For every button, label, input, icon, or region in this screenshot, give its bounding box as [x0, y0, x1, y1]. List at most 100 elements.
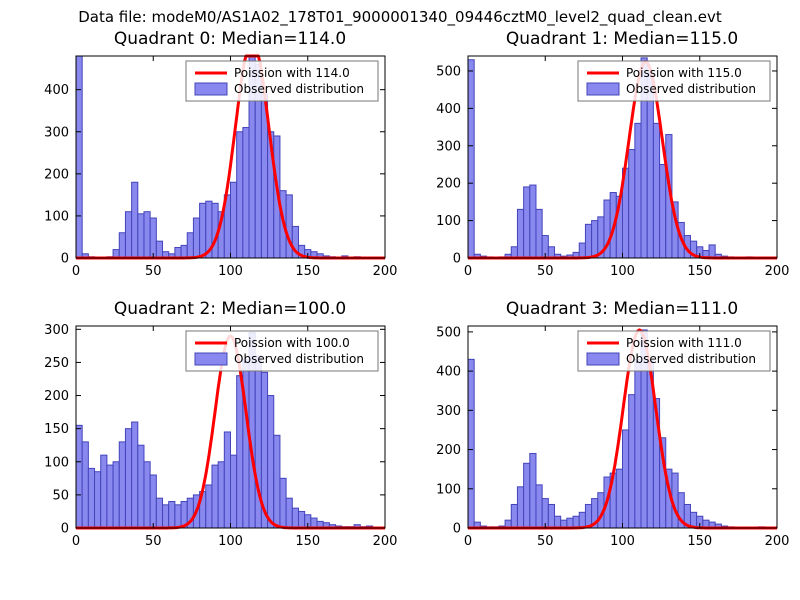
- histogram-bar: [591, 220, 599, 259]
- histogram-bar: [578, 511, 586, 529]
- y-tick-label: 200: [44, 389, 69, 404]
- histogram-bar: [628, 149, 636, 259]
- histogram-bar: [174, 504, 182, 529]
- histogram-bar: [267, 395, 275, 529]
- histogram-bar: [230, 454, 238, 529]
- histogram-bar: [279, 477, 287, 529]
- legend-label-curve: Poission with 115.0: [626, 66, 742, 80]
- histogram-bar: [168, 501, 176, 529]
- histogram-bar: [634, 358, 642, 529]
- quadrant-1-chart: Quadrant 1: Median=115.0 0 50 100 150 200 0 10…: [436, 29, 790, 279]
- histogram-bar: [174, 246, 182, 259]
- x-tick-label: 50: [145, 534, 162, 549]
- histogram-bar: [523, 462, 531, 529]
- y-tick-label: 300: [44, 323, 69, 338]
- y-tick-label: 100: [436, 214, 461, 229]
- subplot-title: Quadrant 2: Median=100.0: [114, 299, 346, 319]
- histogram-bar: [285, 497, 293, 529]
- histogram-bar: [124, 428, 133, 529]
- x-tick-label: 200: [373, 534, 398, 549]
- histogram-bar: [510, 503, 518, 529]
- histogram-bar: [285, 194, 293, 259]
- histogram-bar: [523, 186, 531, 259]
- y-tick-label: 150: [44, 422, 69, 437]
- x-tick-label: 200: [373, 264, 398, 279]
- histogram-bar: [137, 444, 145, 529]
- legend-patch-sample: [586, 352, 620, 366]
- histogram-bar: [634, 122, 642, 259]
- y-tick-label: 100: [44, 455, 69, 470]
- y-tick-label: 200: [436, 443, 461, 458]
- histogram-bar: [242, 127, 250, 259]
- quadrant-0-chart: Quadrant 0: Median=114.0 0 50 100 150 200 0 10…: [44, 29, 398, 279]
- histogram-bar: [106, 464, 114, 529]
- x-tick-label: 150: [295, 264, 320, 279]
- histogram-bar: [516, 208, 525, 259]
- subplot-title: Quadrant 1: Median=115.0: [506, 29, 738, 49]
- x-tick-label: 150: [687, 264, 712, 279]
- x-tick-label: 150: [687, 534, 712, 549]
- x-tick-label: 200: [765, 534, 790, 549]
- x-tick-label: 0: [464, 264, 472, 279]
- x-tick-label: 100: [218, 534, 243, 549]
- x-tick-label: 50: [537, 534, 554, 549]
- y-tick-label: 0: [453, 252, 461, 267]
- x-tick-label: 0: [72, 264, 80, 279]
- x-tick-label: 0: [72, 534, 80, 549]
- x-tick-label: 50: [145, 264, 162, 279]
- y-tick-label: 400: [436, 102, 461, 117]
- x-tick-label: 100: [610, 264, 635, 279]
- histogram-bar: [75, 55, 83, 259]
- histogram-bar: [199, 202, 207, 259]
- y-tick-label: 300: [44, 125, 69, 140]
- histogram-bar: [236, 131, 244, 259]
- legend-label-curve: Poission with 100.0: [234, 336, 350, 350]
- histogram-bar: [554, 515, 562, 529]
- legend-patch-sample: [194, 352, 228, 366]
- histogram-bar: [205, 484, 213, 529]
- y-tick-label: 0: [61, 522, 69, 537]
- x-tick-label: 150: [295, 534, 320, 549]
- histogram-bar: [137, 213, 145, 259]
- histogram-bar: [652, 122, 661, 259]
- y-tick-label: 200: [44, 167, 69, 182]
- histogram-bar: [572, 515, 580, 529]
- x-tick-label: 200: [765, 264, 790, 279]
- y-tick-label: 0: [61, 252, 69, 267]
- x-tick-label: 50: [537, 264, 554, 279]
- y-tick-label: 100: [44, 209, 69, 224]
- histogram-bar: [131, 181, 139, 259]
- quadrant-1-plot: Quadrant 1: Median=115.0 0 50 100 150 200 0 10…: [412, 26, 790, 290]
- histogram-bar: [529, 184, 537, 259]
- histogram-bar: [659, 163, 667, 259]
- quadrant-0-plot: Quadrant 0: Median=114.0 0 50 100 150 200 0 10…: [20, 26, 398, 290]
- x-tick-label: 100: [218, 264, 243, 279]
- histogram-bar: [81, 441, 89, 529]
- legend-label-curve: Poission with 111.0: [626, 336, 742, 350]
- histogram-bar: [118, 441, 126, 529]
- quadrant-2-chart: Quadrant 2: Median=100.0 0 50 100 150 200 0 50…: [44, 299, 398, 549]
- histogram-bar: [155, 497, 164, 529]
- histogram-bar: [118, 232, 126, 259]
- y-tick-label: 300: [436, 404, 461, 419]
- histogram-bar: [223, 431, 232, 529]
- y-tick-label: 100: [436, 482, 461, 497]
- y-tick-label: 50: [52, 488, 69, 503]
- legend-label-hist: Observed distribution: [234, 352, 364, 366]
- histogram-bar: [124, 211, 133, 259]
- histogram-bar: [547, 503, 556, 529]
- legend-label-hist: Observed distribution: [626, 82, 756, 96]
- histogram-bar: [291, 507, 299, 529]
- histogram-bar: [708, 244, 716, 259]
- figure-title: Data file: modeM0/AS1A02_178T01_90000013…: [78, 8, 722, 26]
- histogram-bar: [143, 461, 151, 529]
- histogram-bar: [622, 429, 630, 529]
- x-tick-label: 0: [464, 534, 472, 549]
- histogram-bar: [236, 375, 244, 529]
- histogram-bar: [467, 59, 475, 259]
- quadrant-3-plot: Quadrant 3: Median=111.0 0 50 100 150 200 0 10…: [412, 296, 790, 560]
- y-tick-label: 400: [44, 83, 69, 98]
- y-tick-label: 500: [436, 64, 461, 79]
- histogram-bar: [162, 504, 170, 529]
